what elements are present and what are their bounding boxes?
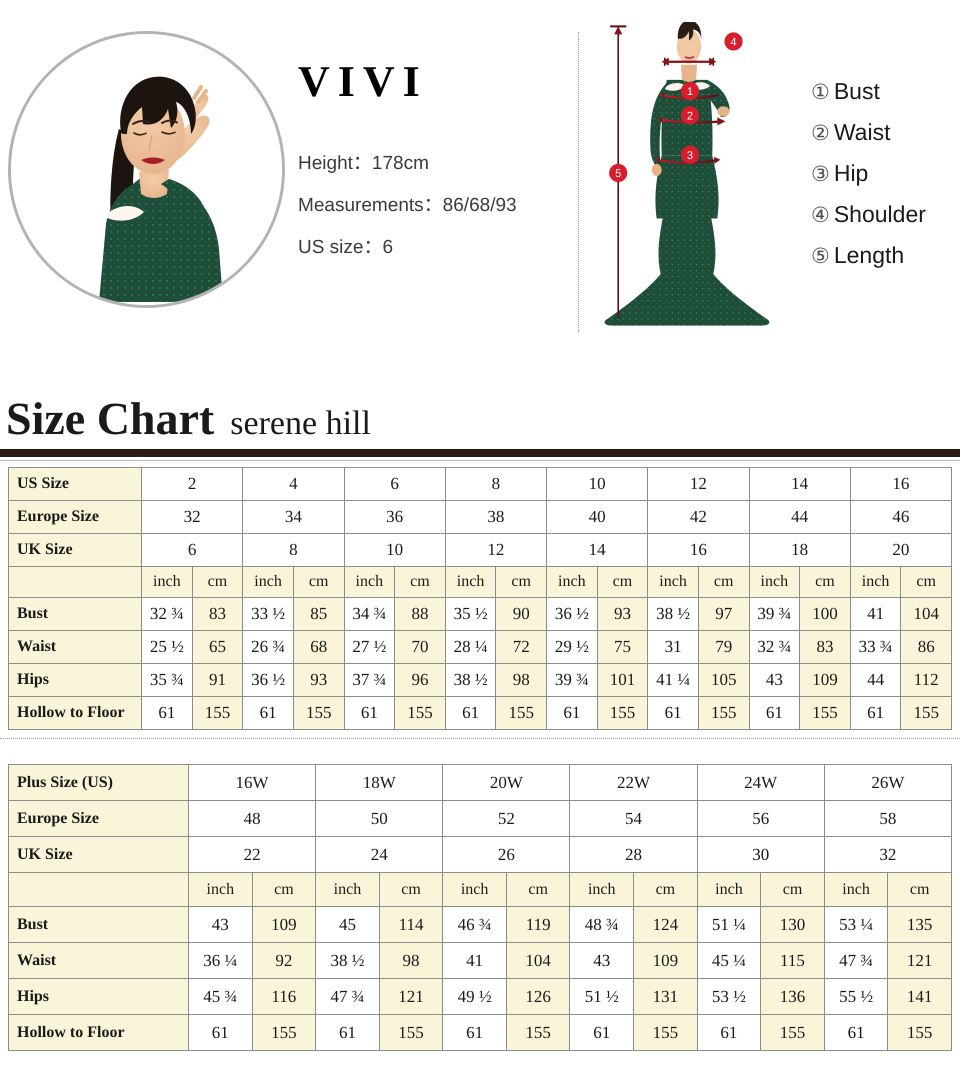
- svg-text:3: 3: [687, 150, 693, 162]
- svg-text:2: 2: [687, 110, 693, 122]
- svg-text:5: 5: [615, 168, 621, 180]
- svg-text:4: 4: [730, 36, 736, 48]
- svg-text:1: 1: [687, 86, 693, 98]
